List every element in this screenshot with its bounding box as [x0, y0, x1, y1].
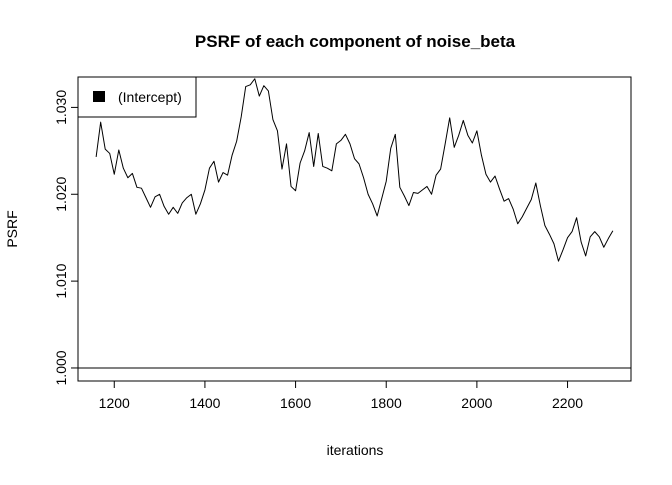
plot-frame: [77, 76, 632, 382]
y-tick-label: 1.010: [53, 263, 69, 298]
x-tick-label: 1400: [189, 395, 220, 411]
x-tick-label: 1200: [99, 395, 130, 411]
x-tick-label: 1600: [280, 395, 311, 411]
x-axis-label: iterations: [327, 442, 384, 458]
legend-swatch: [93, 91, 105, 102]
x-axis: 1200 1400 1600 1800 2000 2200: [99, 380, 583, 411]
x-tick-label: 2000: [461, 395, 492, 411]
y-tick-label: 1.000: [53, 350, 69, 385]
x-tick-label: 2200: [552, 395, 583, 411]
y-axis-label: PSRF: [4, 210, 20, 247]
legend-label: (Intercept): [118, 89, 182, 105]
y-tick-label: 1.020: [53, 177, 69, 212]
legend: (Intercept): [77, 76, 197, 118]
y-tick-label: 1.030: [53, 90, 69, 125]
chart-title: PSRF of each component of noise_beta: [195, 32, 516, 51]
series-line: [95, 78, 614, 262]
x-tick-label: 1800: [371, 395, 402, 411]
y-axis: 1.000 1.010 1.020 1.030: [53, 90, 79, 385]
series-layer: [95, 78, 614, 262]
